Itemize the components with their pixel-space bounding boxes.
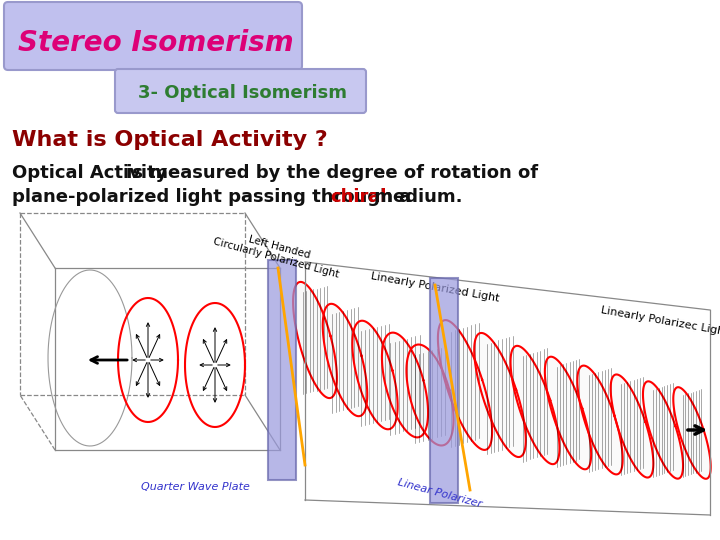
Text: Stereo Isomerism: Stereo Isomerism — [18, 29, 294, 57]
Polygon shape — [323, 304, 367, 416]
Text: Optical Activity: Optical Activity — [12, 164, 167, 182]
Polygon shape — [293, 282, 337, 398]
Text: chiral: chiral — [330, 188, 387, 206]
Text: Linearly Polarized Light: Linearly Polarized Light — [370, 272, 500, 304]
Polygon shape — [643, 381, 683, 478]
Polygon shape — [611, 374, 653, 477]
Text: Left Handed
Circularly Polarized Light: Left Handed Circularly Polarized Light — [212, 226, 343, 280]
Text: Linear Polarizer: Linear Polarizer — [397, 477, 483, 509]
Text: Quarter Wave Plate: Quarter Wave Plate — [140, 482, 249, 492]
Polygon shape — [474, 333, 526, 457]
Text: is measured by the degree of rotation of: is measured by the degree of rotation of — [120, 164, 538, 182]
Polygon shape — [352, 321, 397, 429]
Polygon shape — [407, 345, 454, 445]
FancyBboxPatch shape — [115, 69, 366, 113]
Text: 3- Optical Isomerism: 3- Optical Isomerism — [138, 84, 348, 102]
Polygon shape — [577, 366, 623, 475]
Polygon shape — [673, 387, 711, 479]
FancyBboxPatch shape — [268, 260, 296, 480]
Polygon shape — [510, 346, 559, 464]
Polygon shape — [382, 333, 428, 437]
FancyBboxPatch shape — [4, 2, 302, 70]
Polygon shape — [545, 357, 591, 469]
Text: plane-polarized light passing through a: plane-polarized light passing through a — [12, 188, 418, 206]
Text: Linearly Polarizec Light: Linearly Polarizec Light — [600, 305, 720, 337]
Text: medium.: medium. — [368, 188, 462, 206]
Polygon shape — [438, 320, 492, 450]
FancyBboxPatch shape — [430, 278, 458, 503]
Text: What is Optical Activity ?: What is Optical Activity ? — [12, 130, 328, 150]
